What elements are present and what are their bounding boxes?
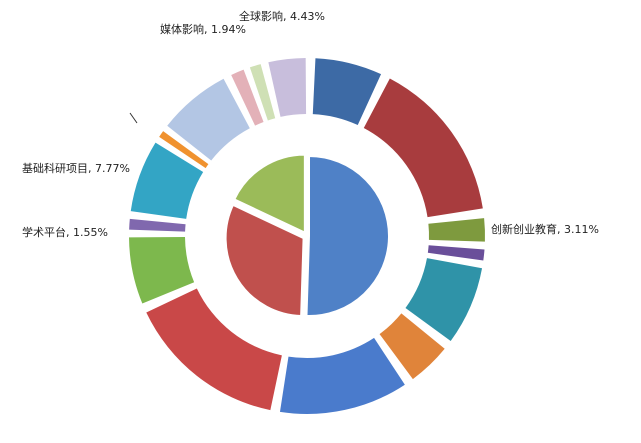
- outer-slice-15: [268, 58, 307, 117]
- label-media-influence: 媒体影响, 1.94%: [160, 22, 246, 36]
- outer-slice-4: [405, 258, 483, 342]
- outer-slice-7: [146, 288, 282, 411]
- label-global-influence: 全球影响, 4.43%: [239, 9, 325, 23]
- outer-slice-1: [363, 78, 483, 218]
- outer-slice-5: [379, 313, 445, 380]
- outer-slice-10: [130, 142, 204, 219]
- leader-line: [129, 112, 138, 124]
- label-academic-platform: 学术平台, 1.55%: [22, 225, 108, 239]
- outer-slice-13: [231, 69, 264, 126]
- inner-slice-0: [305, 155, 390, 317]
- outer-ring: [129, 58, 485, 414]
- outer-slice-14: [249, 64, 276, 121]
- label-basic-research: 基础科研项目, 7.77%: [22, 161, 130, 175]
- outer-slice-6: [279, 337, 405, 414]
- inner-slice-2: [232, 153, 306, 235]
- outer-slice-3: [427, 245, 485, 261]
- inner-slice-1: [224, 203, 305, 318]
- outer-slice-8: [129, 236, 195, 304]
- outer-slice-2: [428, 218, 485, 242]
- outer-slice-9: [129, 218, 186, 232]
- outer-slice-12: [167, 78, 250, 161]
- outer-slice-11: [159, 131, 209, 169]
- inner-pie: [224, 153, 390, 318]
- label-innovation-entrepreneurship: 创新创业教育, 3.11%: [491, 222, 599, 236]
- outer-slice-0: [312, 58, 382, 126]
